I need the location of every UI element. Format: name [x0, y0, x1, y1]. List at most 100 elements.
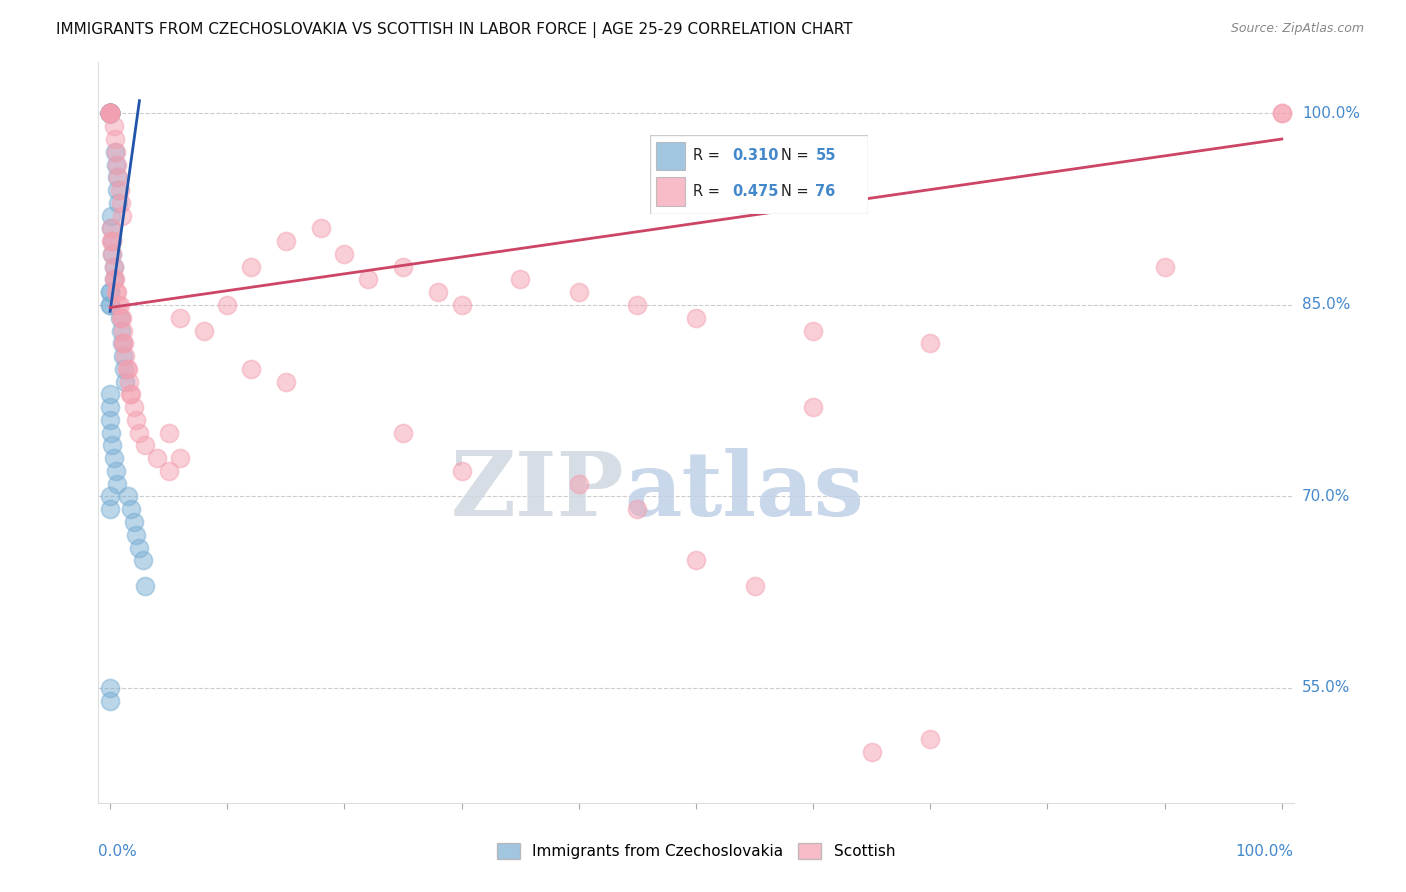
- Point: [98, 681, 121, 695]
- Point: [1271, 106, 1294, 120]
- Point: [103, 451, 125, 466]
- Text: R =: R =: [693, 184, 725, 199]
- Point: [98, 106, 121, 120]
- Point: [105, 464, 128, 478]
- Point: [105, 145, 128, 159]
- Point: [105, 157, 128, 171]
- Point: [98, 285, 121, 300]
- Point: [1271, 106, 1294, 120]
- Point: [103, 272, 125, 286]
- Point: [120, 387, 141, 401]
- Point: [685, 310, 707, 325]
- Point: [98, 387, 121, 401]
- Text: 70.0%: 70.0%: [1302, 489, 1350, 504]
- Point: [107, 170, 129, 185]
- Point: [107, 195, 129, 210]
- Point: [626, 298, 648, 312]
- Point: [108, 310, 131, 325]
- Point: [392, 425, 415, 440]
- Text: 76: 76: [815, 184, 835, 199]
- Point: [98, 106, 121, 120]
- Point: [120, 502, 142, 516]
- Point: [112, 324, 135, 338]
- Point: [98, 106, 121, 120]
- Point: [98, 106, 121, 120]
- Point: [98, 490, 121, 504]
- Point: [104, 272, 127, 286]
- Point: [110, 195, 132, 210]
- Point: [105, 183, 128, 197]
- Point: [108, 183, 131, 197]
- Point: [98, 106, 121, 120]
- Point: [115, 361, 138, 376]
- Point: [920, 731, 942, 746]
- Text: 0.0%: 0.0%: [98, 844, 138, 858]
- Point: [103, 120, 125, 134]
- Point: [104, 132, 127, 146]
- Point: [98, 106, 121, 120]
- Point: [101, 234, 124, 248]
- Point: [801, 400, 824, 414]
- Point: [98, 400, 121, 414]
- Point: [110, 324, 132, 338]
- Point: [98, 413, 121, 427]
- Text: IMMIGRANTS FROM CZECHOSLOVAKIA VS SCOTTISH IN LABOR FORCE | AGE 25-29 CORRELATIO: IMMIGRANTS FROM CZECHOSLOVAKIA VS SCOTTI…: [56, 22, 853, 38]
- Point: [111, 336, 134, 351]
- Point: [105, 476, 128, 491]
- Point: [105, 285, 128, 300]
- Text: Source: ZipAtlas.com: Source: ZipAtlas.com: [1230, 22, 1364, 36]
- Point: [105, 157, 128, 171]
- Point: [98, 106, 121, 120]
- Point: [98, 106, 121, 120]
- Point: [111, 310, 134, 325]
- Point: [107, 298, 129, 312]
- Point: [450, 464, 472, 478]
- Point: [274, 234, 297, 248]
- Point: [117, 490, 139, 504]
- Point: [100, 221, 122, 235]
- Point: [110, 310, 132, 325]
- Point: [157, 425, 180, 440]
- Point: [1153, 260, 1175, 274]
- Text: 100.0%: 100.0%: [1302, 106, 1360, 121]
- Point: [112, 361, 135, 376]
- Point: [105, 285, 128, 300]
- Point: [333, 247, 356, 261]
- Point: [98, 106, 121, 120]
- Point: [193, 324, 215, 338]
- Point: [450, 298, 472, 312]
- Text: N =: N =: [780, 184, 813, 199]
- Point: [98, 106, 121, 120]
- Point: [114, 349, 136, 363]
- Point: [98, 106, 121, 120]
- FancyBboxPatch shape: [657, 142, 685, 170]
- Point: [357, 272, 380, 286]
- Text: ZIP: ZIP: [451, 449, 624, 535]
- Text: R =: R =: [693, 148, 725, 163]
- Point: [101, 234, 124, 248]
- Point: [100, 221, 122, 235]
- Point: [920, 336, 942, 351]
- Point: [101, 247, 124, 261]
- Point: [125, 413, 148, 427]
- Point: [100, 209, 122, 223]
- Point: [112, 336, 135, 351]
- Point: [98, 106, 121, 120]
- Point: [118, 375, 141, 389]
- Point: [112, 336, 135, 351]
- Point: [98, 106, 121, 120]
- Text: N =: N =: [780, 148, 813, 163]
- Point: [103, 260, 125, 274]
- Point: [239, 260, 262, 274]
- Point: [98, 106, 121, 120]
- Point: [117, 361, 139, 376]
- Text: 100.0%: 100.0%: [1236, 844, 1294, 858]
- Point: [744, 579, 766, 593]
- Point: [309, 221, 332, 235]
- Point: [274, 375, 297, 389]
- Point: [105, 170, 128, 185]
- Text: 55.0%: 55.0%: [1302, 681, 1350, 696]
- Point: [98, 502, 121, 516]
- Point: [169, 451, 191, 466]
- Point: [112, 349, 135, 363]
